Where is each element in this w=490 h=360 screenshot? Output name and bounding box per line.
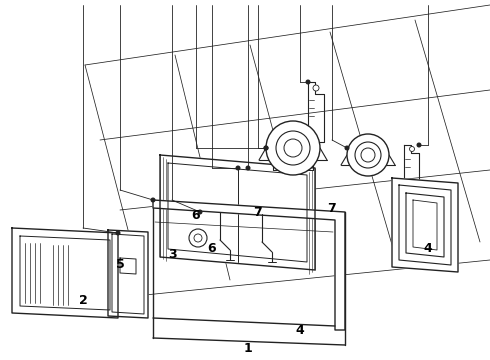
Polygon shape bbox=[120, 258, 136, 274]
Circle shape bbox=[264, 146, 268, 150]
Polygon shape bbox=[392, 178, 458, 272]
Circle shape bbox=[306, 80, 310, 84]
Circle shape bbox=[266, 121, 320, 175]
Polygon shape bbox=[12, 228, 118, 318]
Circle shape bbox=[410, 147, 415, 152]
Text: 6: 6 bbox=[192, 208, 200, 221]
Text: 7: 7 bbox=[328, 202, 336, 215]
Circle shape bbox=[116, 231, 120, 235]
Text: 6: 6 bbox=[208, 242, 216, 255]
Text: 4: 4 bbox=[424, 242, 432, 255]
Circle shape bbox=[264, 146, 268, 150]
Circle shape bbox=[189, 229, 207, 247]
Polygon shape bbox=[413, 200, 437, 250]
Text: 2: 2 bbox=[78, 293, 87, 306]
Circle shape bbox=[417, 143, 421, 147]
Circle shape bbox=[284, 139, 302, 157]
Polygon shape bbox=[168, 163, 307, 262]
Text: 5: 5 bbox=[116, 258, 124, 271]
Circle shape bbox=[246, 166, 250, 170]
Circle shape bbox=[345, 146, 349, 150]
Circle shape bbox=[198, 210, 202, 214]
Polygon shape bbox=[20, 236, 110, 310]
Text: 7: 7 bbox=[254, 206, 262, 219]
Polygon shape bbox=[399, 185, 451, 265]
Circle shape bbox=[361, 148, 375, 162]
Polygon shape bbox=[406, 193, 444, 257]
Text: 4: 4 bbox=[295, 324, 304, 337]
Circle shape bbox=[151, 198, 155, 202]
Circle shape bbox=[347, 134, 389, 176]
Text: 3: 3 bbox=[168, 248, 176, 261]
Circle shape bbox=[355, 142, 381, 168]
Circle shape bbox=[276, 131, 310, 165]
Polygon shape bbox=[160, 155, 315, 270]
Circle shape bbox=[194, 234, 202, 242]
Circle shape bbox=[236, 166, 240, 170]
Polygon shape bbox=[112, 234, 144, 314]
Polygon shape bbox=[153, 200, 345, 330]
Polygon shape bbox=[108, 230, 148, 318]
Circle shape bbox=[313, 85, 319, 91]
Text: 1: 1 bbox=[244, 342, 252, 355]
